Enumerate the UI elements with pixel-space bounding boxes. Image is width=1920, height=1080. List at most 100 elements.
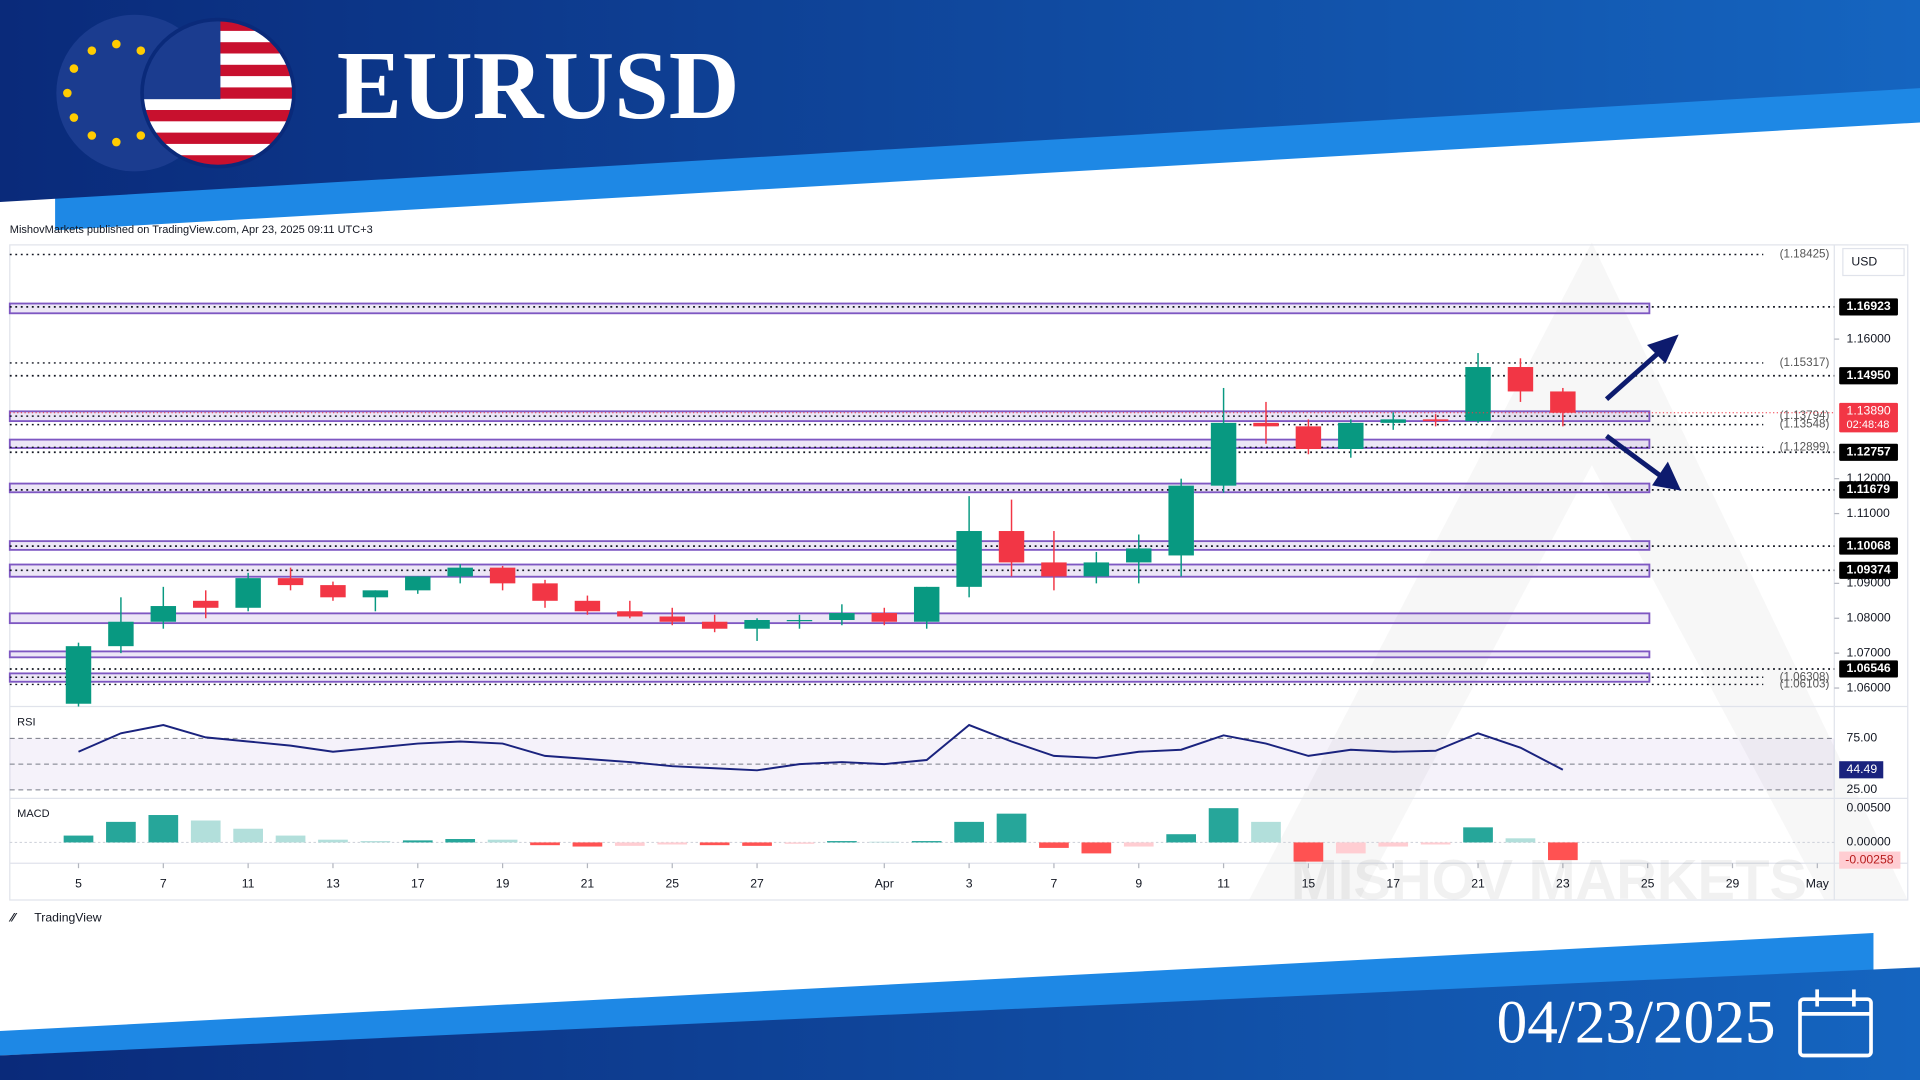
candle-body — [1126, 548, 1152, 563]
candle-body — [871, 613, 898, 622]
candle-body — [1465, 367, 1491, 422]
x-tick-label: 25 — [665, 876, 679, 890]
x-tick-label: 11 — [1217, 876, 1230, 890]
x-tick-label: 21 — [581, 876, 595, 890]
macd-bar — [1548, 842, 1578, 861]
level-label: 1.10068 — [1847, 538, 1891, 552]
pane-title: RSI — [17, 716, 35, 728]
macd-last-box — [1839, 851, 1901, 869]
macd-bar — [233, 828, 263, 843]
date: 04/23/2025 — [1497, 989, 1776, 1057]
eu-star — [136, 46, 146, 55]
candle-body — [489, 567, 516, 584]
candle-body — [1253, 422, 1279, 427]
candle-body — [1422, 419, 1449, 422]
last-price-box — [1839, 402, 1898, 433]
arrows — [1604, 334, 1682, 491]
macd-tick-label: 0.00000 — [1847, 835, 1891, 849]
candle-body — [744, 619, 770, 629]
x-tick-label: 27 — [750, 876, 764, 890]
marked-price-label: (1.06103) — [1780, 678, 1830, 691]
macd-bar — [614, 842, 645, 846]
macd-bar — [530, 842, 560, 846]
candle-body — [362, 590, 389, 598]
marked-price-label: (1.06308) — [1780, 670, 1830, 683]
level-label-box — [1839, 298, 1898, 316]
us-stripe — [142, 110, 294, 122]
level-label-box — [1839, 443, 1898, 461]
macd-last-label: -0.00258 — [1845, 852, 1893, 866]
macd-bar — [869, 841, 900, 843]
macd-bar — [318, 839, 348, 843]
level-label: 1.12757 — [1847, 445, 1891, 459]
level-label: 1.09374 — [1847, 563, 1891, 577]
eu-star — [69, 64, 79, 73]
x-tick-label: Apr — [875, 876, 894, 890]
marked-price-label: (1.18425) — [1780, 248, 1830, 261]
candle-body — [320, 585, 346, 598]
candle-body — [913, 586, 940, 622]
title: EURUSD — [337, 32, 740, 140]
candle-body — [829, 613, 855, 620]
macd-bar — [1039, 842, 1069, 848]
candle-body — [1295, 426, 1322, 450]
candle-body — [193, 600, 219, 608]
macd-bar — [784, 842, 815, 844]
zone — [8, 438, 1651, 449]
currency-box — [1842, 247, 1905, 277]
candle-body — [235, 578, 261, 608]
candle-body — [659, 616, 685, 622]
x-tick-label: 7 — [1051, 876, 1058, 890]
marked-price-label: (1.12899) — [1780, 440, 1830, 453]
zone — [8, 650, 1651, 659]
eu-star — [63, 88, 72, 98]
eu-star — [112, 39, 121, 49]
candle-body — [1210, 422, 1237, 486]
branding: TradingView — [34, 911, 101, 925]
macd-bar — [275, 835, 306, 843]
us-stripe — [142, 132, 294, 144]
level-label-box — [1839, 481, 1898, 499]
y-tick-label: 1.11000 — [1847, 506, 1891, 520]
x-tick-label: 19 — [496, 876, 510, 890]
rsi-last-label: 44.49 — [1847, 762, 1878, 776]
macd-bar — [1463, 827, 1493, 843]
candle-body — [786, 619, 813, 622]
x-tick-label: May — [1806, 876, 1830, 890]
macd-bar — [1208, 808, 1239, 843]
arrow-up-head — [1647, 334, 1679, 364]
macd-bar — [1123, 842, 1154, 847]
macd-bar — [572, 842, 603, 847]
level-label-box — [1839, 537, 1898, 555]
x-tick-label: 23 — [1556, 876, 1570, 890]
macd-bar — [1166, 834, 1197, 843]
level-label-box — [1839, 660, 1898, 678]
x-tick-label: 21 — [1471, 876, 1485, 890]
level-label: 1.11679 — [1847, 482, 1891, 496]
rsi-tick-label: 75.00 — [1847, 731, 1878, 745]
watermark: MISHOV MARKETS — [1291, 848, 1807, 911]
zone — [8, 540, 1651, 551]
macd-bar — [996, 813, 1027, 843]
banner-bottom — [0, 967, 1920, 1080]
pane-title: MACD — [17, 808, 49, 820]
us-stripe — [142, 155, 294, 167]
candle-body — [447, 567, 473, 577]
level-label-box — [1839, 367, 1898, 385]
eu-star — [69, 113, 79, 122]
y-tick-label: 1.08000 — [1847, 610, 1891, 624]
candle-body — [956, 531, 982, 587]
candle-body — [150, 606, 177, 622]
candle-body — [1380, 419, 1406, 423]
macd-bar — [445, 839, 476, 843]
eu-star — [87, 131, 97, 140]
x-tick-label: 29 — [1726, 876, 1740, 890]
candle-body — [1168, 485, 1194, 556]
macd-bar — [1420, 842, 1451, 845]
x-tick-label: 13 — [326, 876, 340, 890]
y-tick-label: 1.09000 — [1847, 576, 1891, 590]
x-tick-label: 7 — [160, 876, 167, 890]
candle-body — [574, 600, 601, 612]
candle-body — [277, 578, 304, 586]
